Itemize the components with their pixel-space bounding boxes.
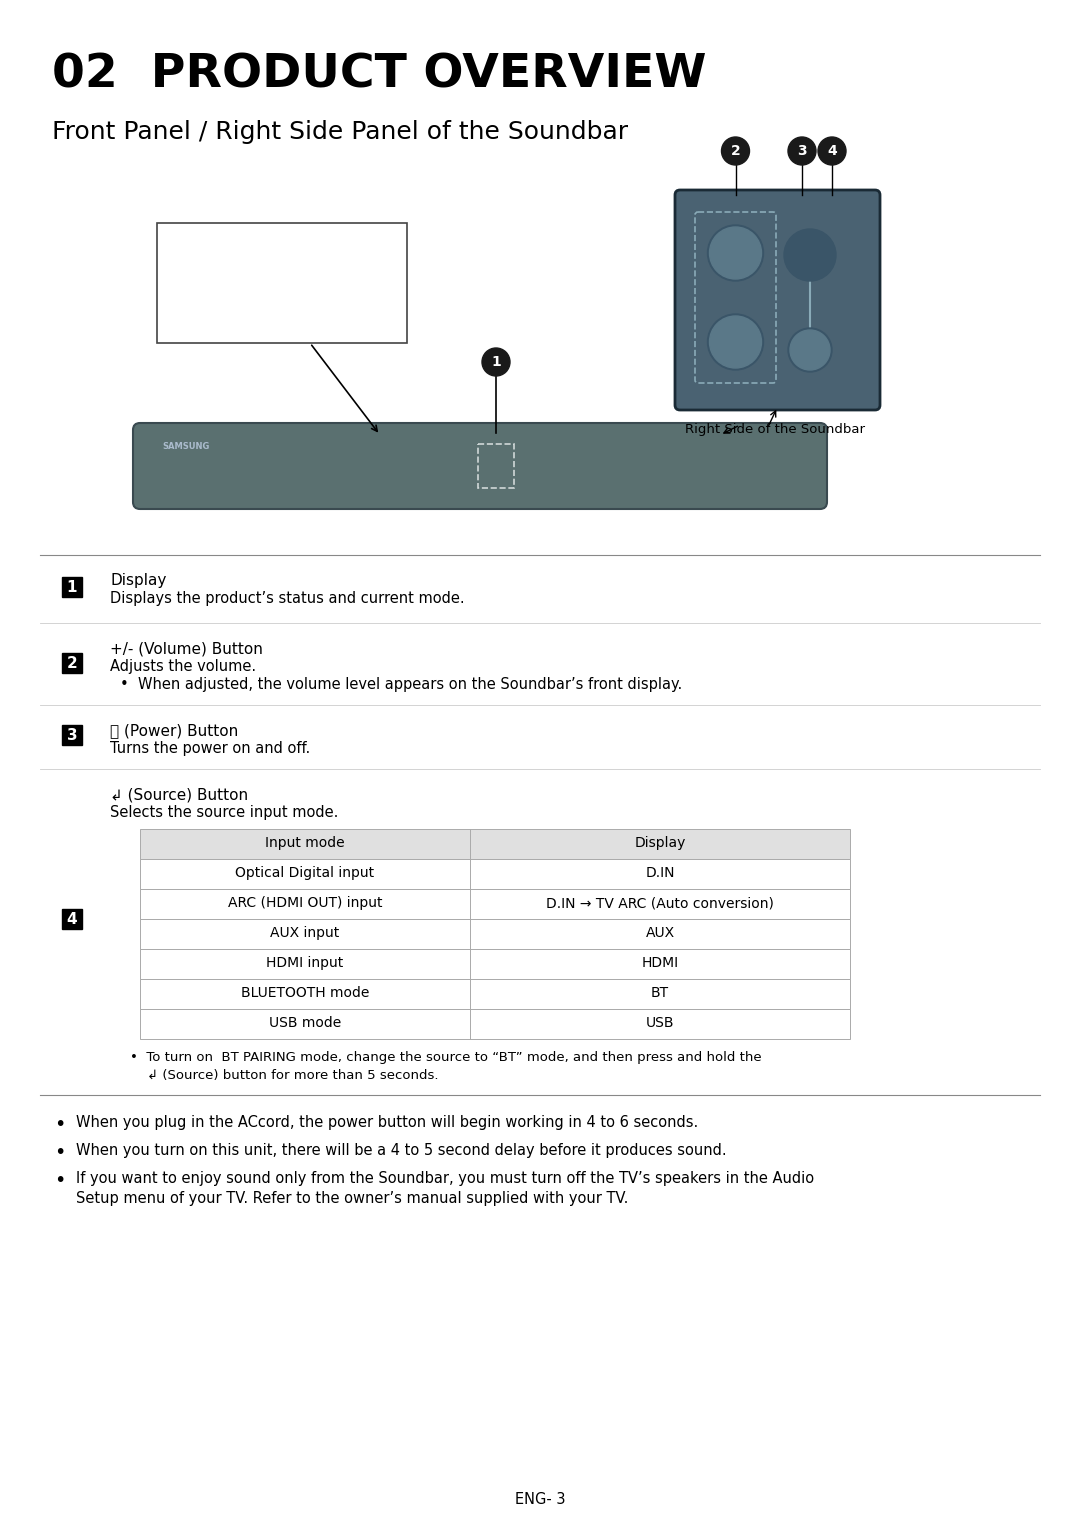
FancyBboxPatch shape: [62, 908, 82, 928]
Text: D.IN → TV ARC (Auto conversion): D.IN → TV ARC (Auto conversion): [546, 896, 774, 910]
Text: If you want to enjoy sound only from the Soundbar, you must turn off the TV’s sp: If you want to enjoy sound only from the…: [76, 1170, 814, 1186]
Circle shape: [788, 328, 832, 372]
Text: Right Side of the Soundbar: Right Side of the Soundbar: [685, 423, 865, 437]
Text: 2: 2: [67, 656, 78, 671]
Text: Turns the power on and off.: Turns the power on and off.: [110, 741, 310, 755]
Text: Input mode: Input mode: [266, 836, 345, 850]
Text: SAMSUNG: SAMSUNG: [162, 443, 210, 450]
Text: USB: USB: [646, 1016, 674, 1030]
FancyBboxPatch shape: [675, 190, 880, 411]
Text: USB mode: USB mode: [269, 1016, 341, 1030]
FancyBboxPatch shape: [140, 979, 850, 1010]
Text: BLUETOOTH mode: BLUETOOTH mode: [241, 987, 369, 1000]
Text: 2: 2: [731, 144, 741, 158]
Text: 1: 1: [67, 579, 78, 594]
Text: 3: 3: [797, 144, 807, 158]
Text: ↲ (Source) Button: ↲ (Source) Button: [110, 787, 248, 801]
Text: •  To turn on  BT PAIRING mode, change the source to “BT” mode, and then press a: • To turn on BT PAIRING mode, change the…: [130, 1051, 761, 1065]
Text: Selects the source input mode.: Selects the source input mode.: [110, 804, 338, 820]
Text: 4: 4: [67, 912, 78, 927]
Text: +: +: [725, 241, 746, 265]
Text: 1: 1: [491, 355, 501, 369]
Circle shape: [784, 228, 836, 280]
Text: When you plug in the ACcord, the power button will begin working in 4 to 6 secon: When you plug in the ACcord, the power b…: [76, 1115, 699, 1131]
Text: ↲ (Source) button for more than 5 seconds.: ↲ (Source) button for more than 5 second…: [130, 1069, 438, 1082]
Text: Display: Display: [110, 573, 166, 588]
Text: D.IN: D.IN: [645, 866, 675, 879]
Text: that the SAMSUNG logo is: that the SAMSUNG logo is: [176, 268, 356, 282]
Text: Position the product so: Position the product so: [176, 242, 335, 256]
Text: +/- (Volume) Button: +/- (Volume) Button: [110, 640, 262, 656]
Text: Displays the product’s status and current mode.: Displays the product’s status and curren…: [110, 591, 464, 607]
Text: AUX input: AUX input: [270, 925, 339, 941]
Text: Front Panel / Right Side Panel of the Soundbar: Front Panel / Right Side Panel of the So…: [52, 119, 629, 144]
FancyBboxPatch shape: [140, 829, 850, 859]
FancyBboxPatch shape: [140, 889, 850, 919]
Text: Display: Display: [634, 836, 686, 850]
FancyBboxPatch shape: [157, 224, 407, 343]
Circle shape: [710, 316, 761, 368]
Text: HDMI input: HDMI input: [267, 956, 343, 970]
Text: •  When adjusted, the volume level appears on the Soundbar’s front display.: • When adjusted, the volume level appear…: [120, 677, 683, 692]
Text: •: •: [54, 1170, 66, 1190]
Text: AUX: AUX: [646, 925, 675, 941]
Text: BT: BT: [651, 987, 670, 1000]
Circle shape: [788, 136, 816, 165]
Text: ⏻: ⏻: [806, 343, 814, 357]
FancyBboxPatch shape: [133, 423, 827, 509]
Text: •: •: [54, 1143, 66, 1161]
FancyBboxPatch shape: [140, 948, 850, 979]
Circle shape: [710, 227, 761, 279]
Text: 4: 4: [827, 144, 837, 158]
FancyBboxPatch shape: [140, 1010, 850, 1039]
Text: When you turn on this unit, there will be a 4 to 5 second delay before it produc: When you turn on this unit, there will b…: [76, 1143, 727, 1158]
FancyBboxPatch shape: [62, 578, 82, 597]
Text: Setup menu of your TV. Refer to the owner’s manual supplied with your TV.: Setup menu of your TV. Refer to the owne…: [76, 1190, 629, 1206]
Text: 02  PRODUCT OVERVIEW: 02 PRODUCT OVERVIEW: [52, 52, 706, 97]
Circle shape: [482, 348, 510, 375]
FancyBboxPatch shape: [62, 653, 82, 673]
Text: located on the top.: located on the top.: [176, 294, 308, 308]
Text: Optical Digital input: Optical Digital input: [235, 866, 375, 879]
Text: 3: 3: [67, 728, 78, 743]
Text: •: •: [54, 1115, 66, 1134]
FancyBboxPatch shape: [140, 919, 850, 948]
Text: ⏻ (Power) Button: ⏻ (Power) Button: [110, 723, 239, 738]
FancyBboxPatch shape: [140, 859, 850, 889]
Circle shape: [818, 136, 846, 165]
Circle shape: [707, 225, 764, 280]
Text: Adjusts the volume.: Adjusts the volume.: [110, 659, 256, 674]
Circle shape: [789, 329, 831, 371]
Text: ENG- 3: ENG- 3: [515, 1492, 565, 1507]
FancyBboxPatch shape: [62, 725, 82, 745]
Text: ↵: ↵: [801, 245, 819, 265]
Circle shape: [707, 314, 764, 371]
Text: ARC (HDMI OUT) input: ARC (HDMI OUT) input: [228, 896, 382, 910]
Circle shape: [721, 136, 750, 165]
Text: HDMI: HDMI: [642, 956, 678, 970]
Text: −: −: [725, 329, 746, 354]
